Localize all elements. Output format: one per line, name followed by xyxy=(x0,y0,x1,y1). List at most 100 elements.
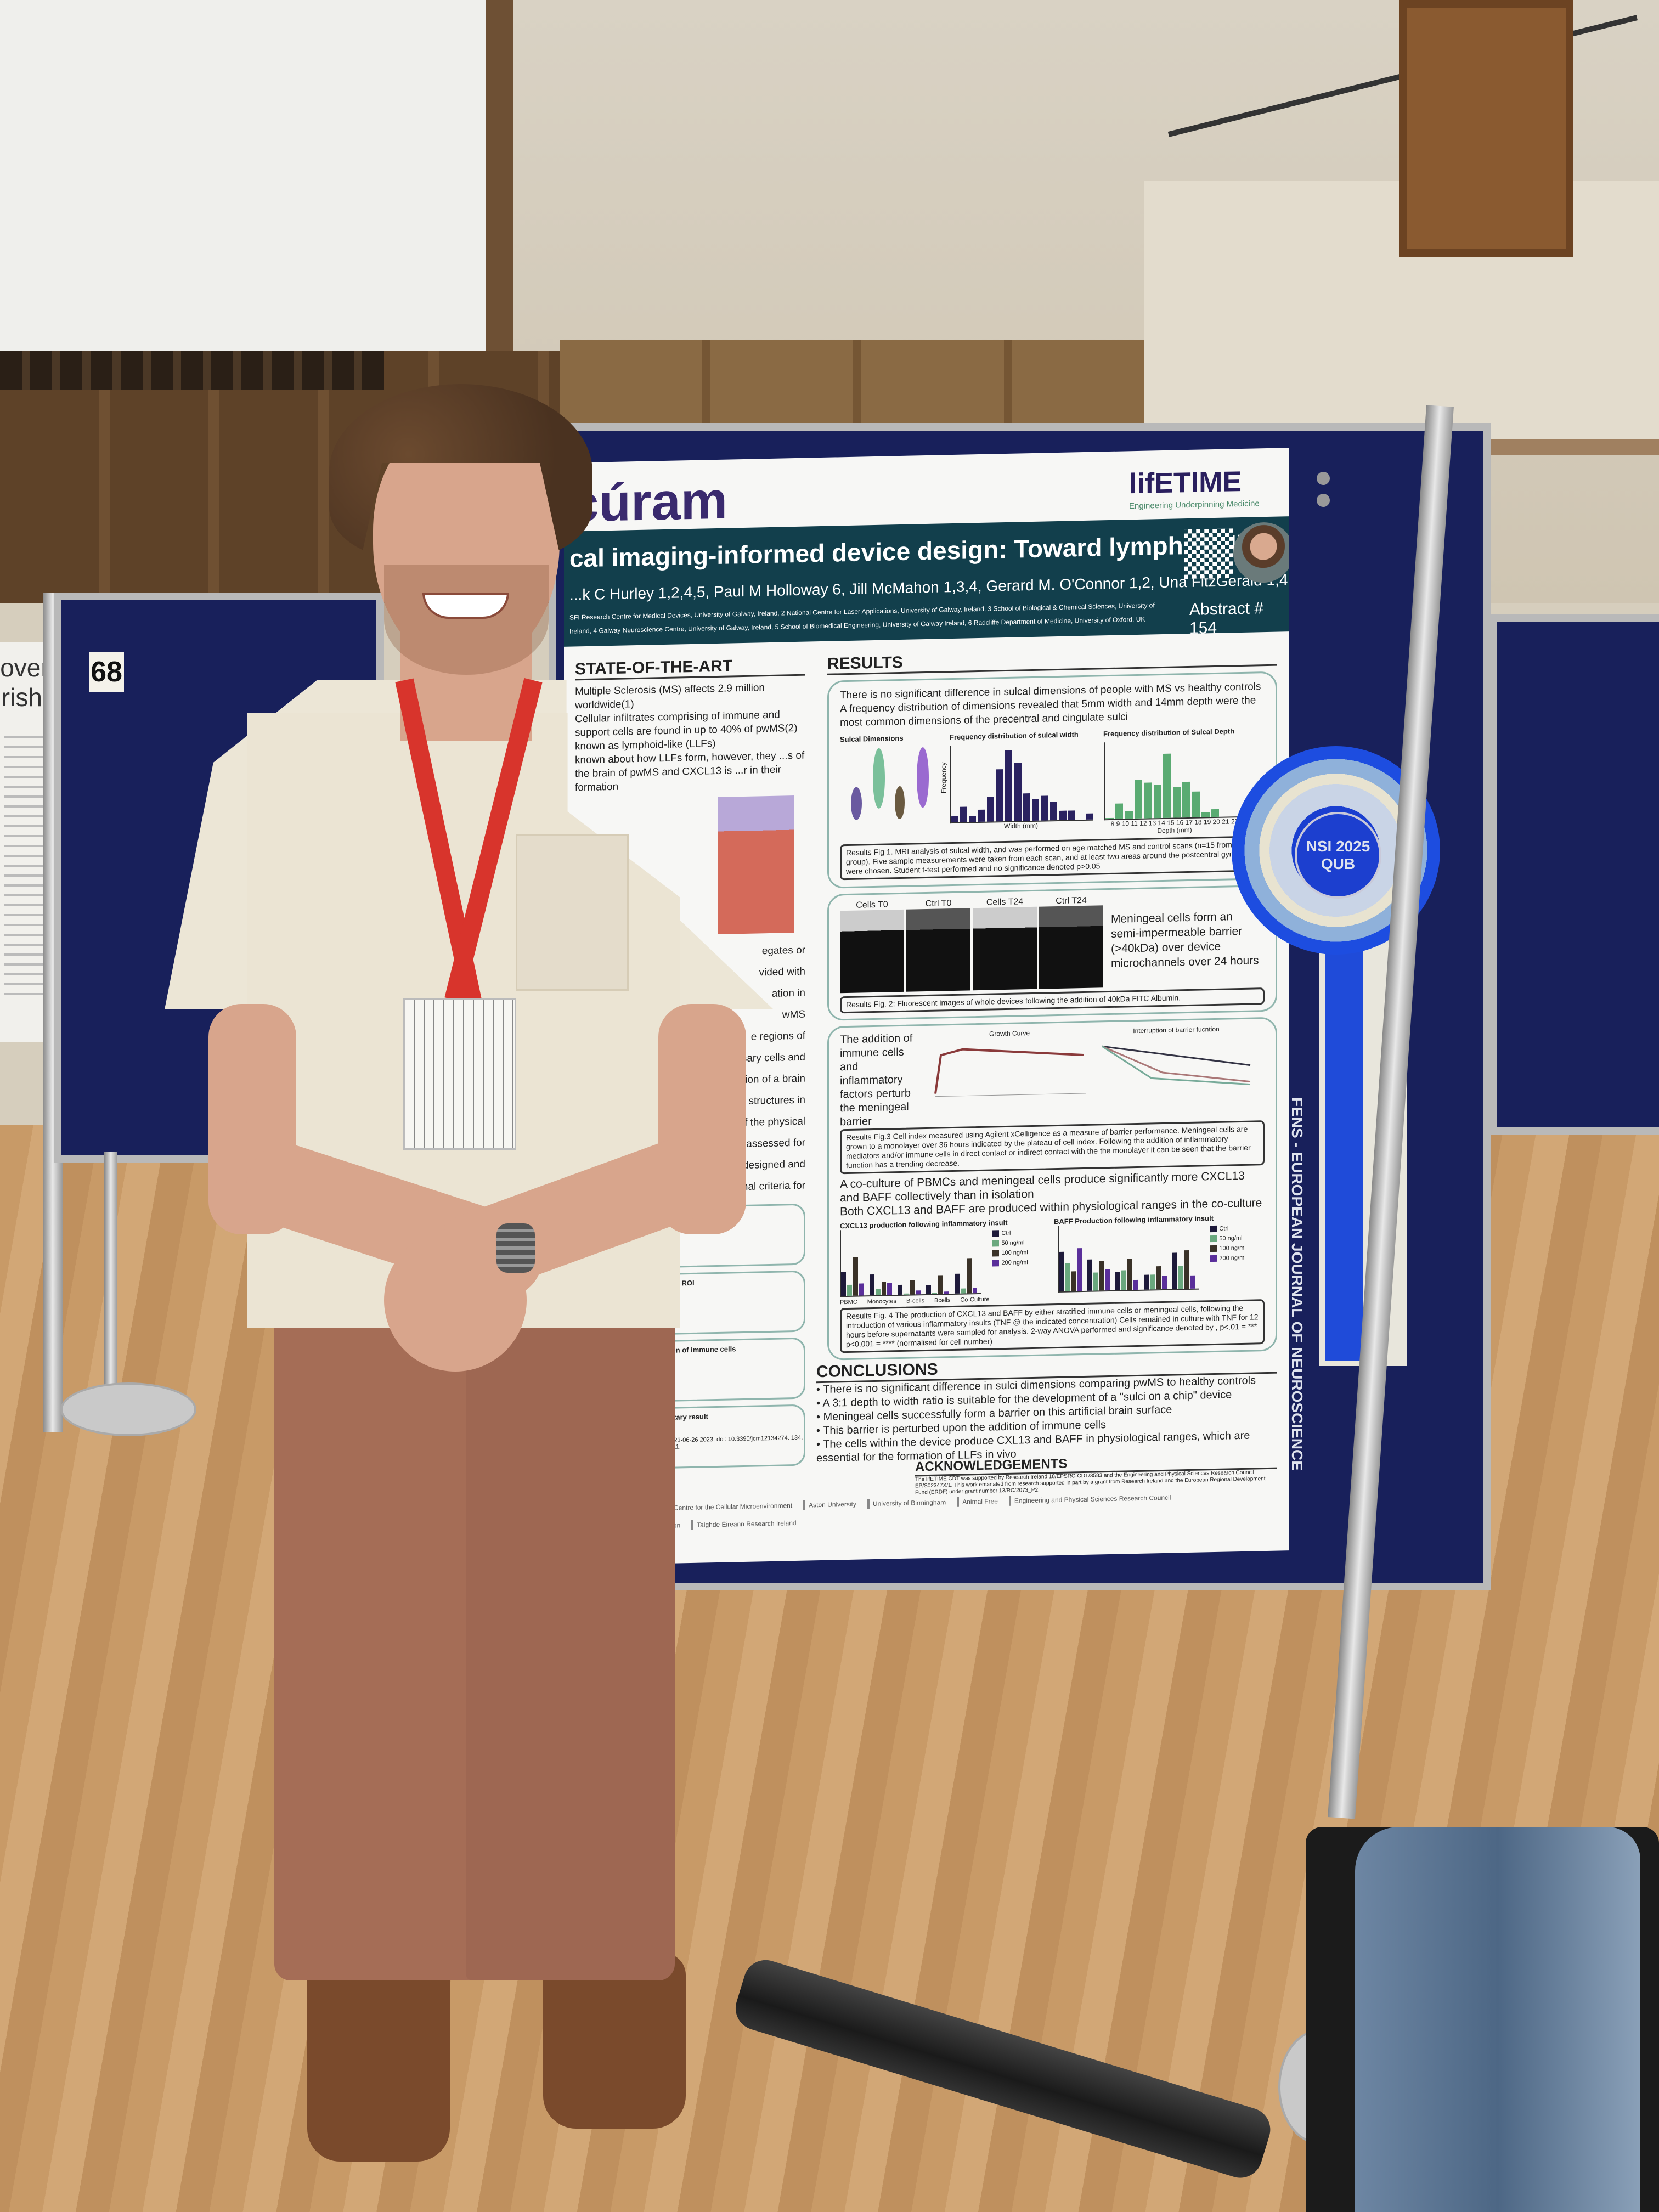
legend-label: 200 ng/ml xyxy=(1001,1259,1028,1267)
qr-code xyxy=(1184,528,1233,579)
histogram-bar xyxy=(1115,803,1124,819)
sponsor-logo: Aston University xyxy=(803,1499,860,1510)
chart-bar xyxy=(859,1283,864,1296)
histogram-bar xyxy=(1059,810,1066,820)
sponsor-logo: The Centre for the Cellular Microenviron… xyxy=(655,1500,796,1514)
legend-swatch xyxy=(992,1240,1000,1247)
legend-label: 50 ng/ml xyxy=(1219,1234,1243,1242)
figure-caption: Results Fig.3 Cell index measured using … xyxy=(840,1120,1265,1175)
chart-bar xyxy=(869,1274,874,1296)
fluorescent-image xyxy=(840,909,904,994)
violin-plot xyxy=(840,747,939,826)
fluorescent-image-panel: Ctrl T0 xyxy=(906,898,970,992)
sponsor-logo: University of Birmingham xyxy=(867,1497,950,1509)
legend-item: 50 ng/ml xyxy=(992,1239,1047,1247)
door xyxy=(1399,0,1573,257)
barrier-line xyxy=(1102,1045,1251,1083)
chart-bar xyxy=(1105,1268,1110,1291)
chart-bar xyxy=(1172,1252,1177,1289)
histogram-bar xyxy=(1041,795,1048,821)
stand-pole xyxy=(104,1152,117,1410)
figure-caption: Results Fig 1. MRI analysis of sulcal wi… xyxy=(840,836,1265,881)
legend-swatch xyxy=(992,1260,1000,1267)
rosette-ribbon-text: FENS - EUROPEAN JOURNAL OF NEUROSCIENCE xyxy=(1289,1097,1306,1471)
axis-label: Frequency xyxy=(940,762,947,794)
beard xyxy=(384,565,549,675)
legend-label: 100 ng/ml xyxy=(1219,1244,1246,1252)
sponsor-logo: Engineering and Physical Sciences Resear… xyxy=(1008,1492,1175,1506)
chart-legend: Ctrl 50 ng/ml 100 ng/ml 200 ng/ml xyxy=(992,1226,1047,1294)
section-text: known about how LLFs form, however, they… xyxy=(575,749,805,794)
chart-bar xyxy=(932,1293,937,1294)
barrier-line xyxy=(1102,1046,1251,1086)
chart-bar xyxy=(1087,1259,1092,1291)
chart-bar xyxy=(1070,1271,1076,1291)
sponsor-logo: Taighde Éireann Research Ireland xyxy=(691,1517,800,1530)
chart-bar xyxy=(1144,1274,1149,1290)
chart-bar xyxy=(841,1272,846,1296)
chart-bar xyxy=(1184,1250,1189,1289)
results-panel-3: The addition of immune cells and inflamm… xyxy=(827,1017,1277,1361)
fluorescent-images: Cells T0 Ctrl T0 Cells T24 Ctrl T24 xyxy=(840,895,1103,994)
chart-bar xyxy=(1076,1248,1082,1291)
category-label: Bcells xyxy=(934,1297,951,1304)
legend-item: 200 ng/ml xyxy=(992,1259,1047,1267)
legend-item: Ctrl xyxy=(1210,1224,1265,1233)
chart-bar xyxy=(944,1291,949,1294)
fluorescent-image xyxy=(973,906,1037,991)
title-band: cal imaging-informed device design: Towa… xyxy=(564,516,1289,647)
barrier-function-chart xyxy=(1102,1045,1251,1086)
chart-bar xyxy=(1133,1279,1139,1290)
histogram-bar xyxy=(1068,810,1076,820)
result-bullet: Meningeal cells form an semi-impermeable… xyxy=(1111,910,1259,970)
results-section: RESULTS There is no significant differen… xyxy=(827,645,1277,1361)
legend-swatch xyxy=(1210,1245,1217,1252)
chart-bar xyxy=(938,1275,943,1294)
histogram-bar xyxy=(1134,780,1143,819)
violin xyxy=(851,787,862,820)
acknowledgements-section: ACKNOWLEDGEMENTS The lifETIME CDT was su… xyxy=(915,1452,1277,1497)
legend-item: 100 ng/ml xyxy=(1210,1244,1265,1252)
chart-bar xyxy=(1121,1270,1127,1290)
conclusions-section: CONCLUSIONS • There is no significant di… xyxy=(816,1353,1277,1466)
smile xyxy=(422,592,509,619)
legend-item: 200 ng/ml xyxy=(1210,1254,1265,1262)
chart-bar xyxy=(875,1289,881,1295)
bracelet xyxy=(496,1223,535,1273)
pin xyxy=(1317,494,1330,507)
histogram-bar xyxy=(1031,799,1040,821)
chart-bar xyxy=(887,1283,893,1295)
chart-bar xyxy=(1099,1261,1104,1291)
histogram-bar xyxy=(978,809,985,822)
legend-swatch xyxy=(1210,1255,1217,1262)
fluorescent-image-panel: Ctrl T24 xyxy=(1039,895,1103,989)
histogram-bar xyxy=(951,816,958,823)
growth-curve-line xyxy=(934,1048,1084,1094)
section-heading: STATE-OF-THE-ART xyxy=(575,655,805,681)
lifetime-tagline: Engineering Underpinning Medicine xyxy=(1129,499,1260,511)
legend-label: 200 ng/ml xyxy=(1219,1254,1246,1262)
sponsor-logos: University of GlasgowThe Centre for the … xyxy=(575,1491,1277,1533)
barrier-line xyxy=(1102,1045,1251,1066)
histogram-bar xyxy=(1172,787,1181,818)
section-text: Multiple Sclerosis (MS) affects 2.9 mill… xyxy=(575,682,765,712)
chart-bar xyxy=(853,1257,858,1296)
legend-label: Ctrl xyxy=(1219,1225,1229,1232)
left-shoe xyxy=(307,1953,450,2162)
research-poster: cúram lifETIME Engineering Underpinning … xyxy=(564,448,1289,1566)
histogram-bar xyxy=(1201,811,1210,817)
category-label: Monocytes xyxy=(867,1298,896,1306)
name-badge xyxy=(403,998,516,1150)
section-text: Cellular infiltrates comprising of immun… xyxy=(575,709,798,753)
category-label: B-cells xyxy=(906,1297,924,1305)
baff-bar-chart xyxy=(1058,1222,1200,1293)
figure-caption: Results Fig. 4 The production of CXCL13 … xyxy=(840,1299,1265,1353)
chart-bar xyxy=(966,1258,972,1294)
histogram-bar xyxy=(1192,791,1200,817)
axis-label: Depth (mm) xyxy=(1157,826,1192,835)
histogram-bar xyxy=(1014,762,1022,821)
chart-legend: Ctrl 50 ng/ml 100 ng/ml 200 ng/ml xyxy=(1210,1221,1265,1289)
right-shoe xyxy=(543,1953,686,2129)
chart-bar xyxy=(954,1273,960,1294)
legend-swatch xyxy=(992,1230,1000,1237)
